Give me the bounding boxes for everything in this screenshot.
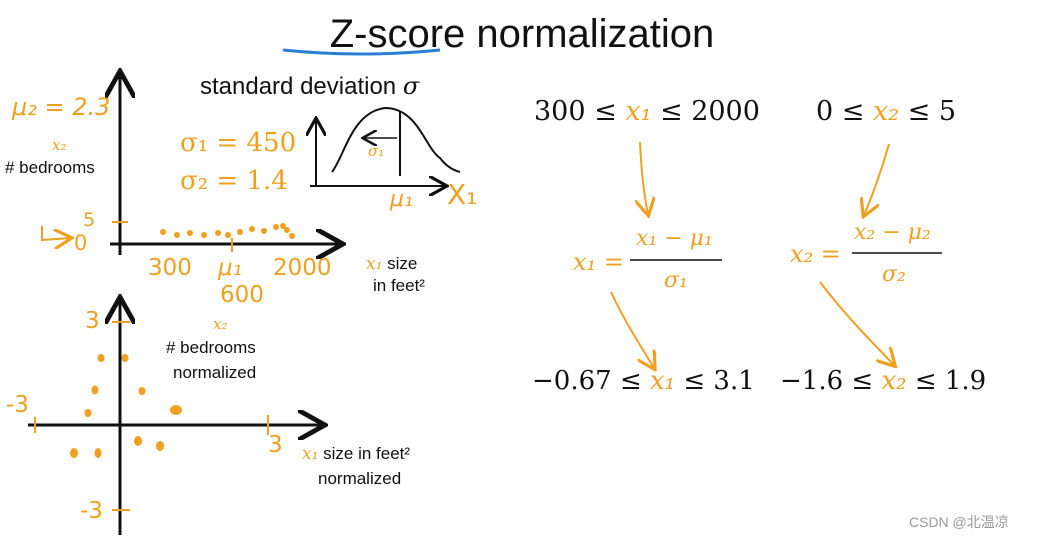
top-x-tick-600: 600 xyxy=(220,282,264,308)
title-text: Z-score normalization xyxy=(329,12,715,56)
top-x-label-2: in feet² xyxy=(373,276,425,295)
arrow-x2-range-to-formula xyxy=(864,143,890,215)
top-x-var: x₁ xyxy=(366,254,383,274)
r1-right: ≤ 3.1 xyxy=(683,366,755,396)
bell-x-label: X₁ xyxy=(447,178,478,211)
top-point xyxy=(289,233,295,239)
x2-range-right: ≤ 5 xyxy=(907,96,957,127)
sigma2-value: σ₂ = 1.4 xyxy=(180,166,288,196)
top-y-label: # bedrooms xyxy=(5,158,95,177)
sigma1-value: σ₁ = 450 xyxy=(180,128,297,158)
formula-2-lhs: x₂ = xyxy=(790,240,841,268)
top-scatter-points xyxy=(160,223,295,239)
formula-1-denominator: σ₁ xyxy=(664,268,688,293)
top-point xyxy=(249,226,255,232)
arrow-x2-formula-to-result xyxy=(819,281,894,365)
top-x-tick-2000: 2000 xyxy=(273,255,332,281)
top-point xyxy=(187,230,193,236)
bottom-y-label-2: normalized xyxy=(173,363,257,382)
bottom-x-var: x₁ xyxy=(302,444,319,464)
bottom-y-var: x₂ xyxy=(213,315,228,333)
bottom-point xyxy=(84,409,92,417)
r1-left: −0.67 ≤ xyxy=(532,366,642,396)
x1-range: 300 ≤ x₁ ≤ 2000 xyxy=(534,96,760,127)
x2-range-left: 0 ≤ xyxy=(816,96,865,127)
top-point xyxy=(160,229,166,235)
top-point xyxy=(201,232,207,238)
x1-normalized-range: −0.67 ≤ x₁ ≤ 3.1 xyxy=(532,366,755,396)
top-x-tick-300: 300 xyxy=(148,255,192,281)
bottom-x-label: x₁ size in feet² xyxy=(302,444,410,464)
bottom-tick-left-label: -3 xyxy=(6,392,29,418)
top-point xyxy=(174,232,180,238)
top-x-label: x₁ size xyxy=(366,254,417,274)
top-y-tick-5-label: 5 xyxy=(83,209,96,231)
top-point xyxy=(215,230,221,236)
bottom-point xyxy=(94,448,102,458)
bottom-x-label-1: size in feet² xyxy=(323,444,411,463)
r1-var: x₁ xyxy=(650,366,676,396)
top-point xyxy=(280,223,286,229)
page-title: Z-score normalization xyxy=(0,12,1044,57)
arrow-x1-formula-to-result xyxy=(610,291,654,368)
title-underline xyxy=(282,48,441,56)
arrow-x1-range-to-formula xyxy=(640,141,648,214)
bottom-tick-top-label: 3 xyxy=(85,308,100,334)
bell-sigma-label: σ₁ xyxy=(368,142,385,160)
formula-2-denominator: σ₂ xyxy=(882,262,906,287)
std-dev-text: standard deviation xyxy=(200,73,397,100)
bottom-point xyxy=(138,387,146,395)
bottom-point xyxy=(134,436,142,446)
top-point xyxy=(273,224,279,230)
mu2-note: μ₂ = 2.3 xyxy=(12,93,111,121)
bottom-scatter-points xyxy=(70,354,182,458)
bell-mu-label: μ₁ xyxy=(390,187,413,212)
bottom-point xyxy=(121,354,129,362)
bottom-point xyxy=(156,441,164,451)
std-dev-label: standard deviation σ xyxy=(200,72,419,101)
bottom-point xyxy=(97,354,105,362)
formula-2-numerator: x₂ − μ₂ xyxy=(854,220,931,245)
r2-right: ≤ 1.9 xyxy=(914,366,987,396)
x1-range-right: ≤ 2000 xyxy=(660,96,760,127)
sigma-symbol: σ xyxy=(402,72,420,100)
formula-1-lhs: x₁ = xyxy=(573,248,624,276)
formula-1-numerator: x₁ − μ₁ xyxy=(636,226,713,251)
top-y-arrow-note xyxy=(41,226,70,240)
top-y-var: x₂ xyxy=(52,136,67,154)
bottom-tick-right-label: 3 xyxy=(268,432,283,458)
top-y-tick-0-label: 0 xyxy=(74,231,88,255)
x2-normalized-range: −1.6 ≤ x₂ ≤ 1.9 xyxy=(780,366,986,396)
r2-var: x₂ xyxy=(881,366,907,396)
top-point xyxy=(237,229,243,235)
bottom-point xyxy=(91,385,99,395)
x2-range-var: x₂ xyxy=(872,96,900,127)
top-point xyxy=(284,227,290,233)
bottom-x-label-2: normalized xyxy=(318,469,402,488)
x2-range: 0 ≤ x₂ ≤ 5 xyxy=(816,96,956,127)
top-x-tick-mu1: μ₁ xyxy=(218,255,242,281)
r2-left: −1.6 ≤ xyxy=(780,366,874,396)
x1-range-var: x₁ xyxy=(625,96,652,127)
top-x-label-1: size xyxy=(387,254,418,273)
bottom-y-label-1: # bedrooms xyxy=(166,338,256,357)
top-point xyxy=(225,232,231,238)
x1-range-left: 300 ≤ xyxy=(534,96,617,127)
bell-curve xyxy=(331,106,461,173)
bottom-point xyxy=(70,448,78,458)
watermark: CSDN @北温凉 xyxy=(909,514,1009,530)
bottom-tick-bottom-label: -3 xyxy=(80,498,103,524)
bottom-point xyxy=(170,405,182,415)
top-point xyxy=(261,228,267,234)
